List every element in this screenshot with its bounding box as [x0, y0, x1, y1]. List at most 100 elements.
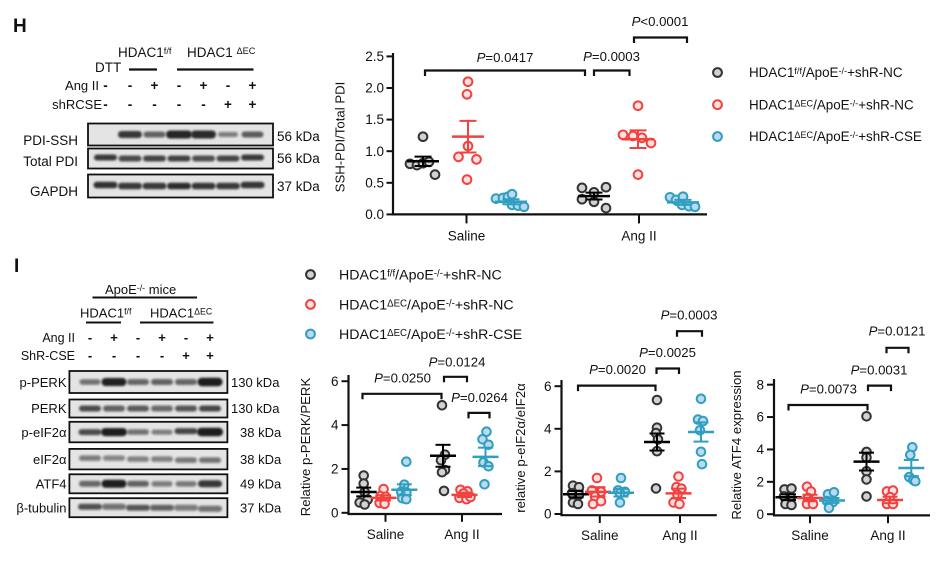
svg-text:P=0.0003: P=0.0003 [583, 49, 640, 64]
svg-text:+: + [249, 78, 257, 93]
svg-text:HDAC1 ΔEC: HDAC1 ΔEC [187, 45, 256, 60]
svg-text:Saline: Saline [367, 527, 405, 542]
svg-text:Ang II: Ang II [870, 528, 905, 543]
svg-text:HDAC1ΔEC/ApoE-/-+shR-NC: HDAC1ΔEC/ApoE-/-+shR-NC [749, 97, 914, 112]
svg-text:eIF2α: eIF2α [33, 452, 67, 467]
svg-text:0.0: 0.0 [365, 207, 384, 222]
svg-text:P=0.0264: P=0.0264 [451, 390, 508, 405]
svg-text:6: 6 [331, 374, 339, 389]
svg-text:-: - [201, 97, 206, 112]
svg-text:37 kDa: 37 kDa [240, 501, 282, 516]
svg-text:2: 2 [544, 464, 552, 479]
svg-text:-: - [177, 78, 182, 93]
svg-text:+: + [206, 348, 214, 363]
svg-text:HDAC1ΔEC/ApoE-/-+shR-CSE: HDAC1ΔEC/ApoE-/-+shR-CSE [339, 327, 522, 343]
svg-text:-: - [184, 330, 188, 345]
svg-text:Saline: Saline [581, 528, 619, 543]
svg-text:Saline: Saline [791, 528, 829, 543]
svg-text:-: - [128, 78, 133, 93]
svg-text:HDAC1f/f/ApoE-/-+shR-NC: HDAC1f/f/ApoE-/-+shR-NC [749, 65, 903, 80]
svg-text:56 kDa: 56 kDa [277, 151, 320, 166]
svg-text:β-tubulin: β-tubulin [16, 501, 66, 516]
svg-text:HDAC1f/f: HDAC1f/f [118, 45, 172, 60]
svg-text:+: + [158, 330, 166, 345]
svg-text:4: 4 [756, 442, 764, 457]
svg-text:Total PDI: Total PDI [23, 154, 78, 169]
svg-text:relative p-eIF2α/eIF2α: relative p-eIF2α/eIF2α [513, 383, 528, 513]
svg-text:4: 4 [544, 421, 552, 436]
svg-text:+: + [200, 78, 208, 93]
svg-text:6: 6 [756, 410, 764, 425]
svg-text:+: + [110, 330, 118, 345]
svg-text:-: - [103, 97, 108, 112]
svg-text:+: + [182, 348, 190, 363]
svg-text:0: 0 [544, 507, 552, 522]
svg-text:HDAC1ΔEC/ApoE-/-+shR-CSE: HDAC1ΔEC/ApoE-/-+shR-CSE [749, 129, 922, 144]
svg-text:HDAC1f/f/ApoE-/-+shR-NC: HDAC1f/f/ApoE-/-+shR-NC [339, 268, 502, 284]
svg-text:-: - [177, 97, 182, 112]
svg-text:HDAC1ΔEC: HDAC1ΔEC [150, 306, 213, 321]
svg-text:P<0.0001: P<0.0001 [632, 14, 689, 29]
svg-text:p-PERK: p-PERK [20, 375, 67, 390]
svg-text:PERK: PERK [31, 401, 67, 416]
svg-text:H: H [13, 16, 27, 37]
svg-text:130 kDa: 130 kDa [231, 375, 280, 390]
svg-text:P=0.0003: P=0.0003 [661, 308, 718, 323]
svg-text:P=0.0250: P=0.0250 [374, 371, 431, 386]
svg-text:56 kDa: 56 kDa [277, 129, 320, 144]
svg-text:Ang II: Ang II [662, 528, 697, 543]
svg-text:-: - [136, 348, 140, 363]
svg-text:HDAC1f/f: HDAC1f/f [80, 306, 132, 321]
svg-text:38 kDa: 38 kDa [240, 452, 282, 467]
svg-text:49 kDa: 49 kDa [240, 477, 282, 492]
svg-text:130 kDa: 130 kDa [231, 401, 280, 416]
svg-text:2.0: 2.0 [365, 81, 384, 96]
svg-text:-: - [128, 97, 133, 112]
svg-text:Ang II: Ang II [65, 78, 99, 93]
svg-text:PDI-SSH: PDI-SSH [23, 133, 78, 148]
svg-text:-: - [152, 97, 157, 112]
svg-text:-: - [112, 348, 116, 363]
svg-text:I: I [14, 256, 19, 277]
svg-text:6: 6 [544, 379, 552, 394]
svg-text:-: - [226, 78, 231, 93]
svg-text:p-eIF2α: p-eIF2α [21, 425, 67, 440]
svg-text:-: - [136, 330, 140, 345]
svg-text:DTT: DTT [95, 60, 121, 75]
svg-text:-: - [88, 330, 92, 345]
svg-text:P=0.0031: P=0.0031 [851, 363, 908, 378]
svg-text:-: - [160, 348, 164, 363]
svg-text:0: 0 [756, 507, 764, 522]
svg-text:ShR-CSE: ShR-CSE [21, 349, 75, 363]
svg-text:0: 0 [331, 505, 339, 520]
svg-text:+: + [206, 330, 214, 345]
svg-text:-: - [88, 348, 92, 363]
svg-text:P=0.0073: P=0.0073 [800, 382, 857, 397]
svg-text:Ang II: Ang II [621, 229, 656, 244]
svg-text:2: 2 [331, 462, 339, 477]
svg-text:1.0: 1.0 [365, 144, 384, 159]
svg-text:38 kDa: 38 kDa [240, 425, 282, 440]
svg-text:+: + [151, 78, 159, 93]
svg-text:4: 4 [331, 418, 339, 433]
svg-text:Relative p-PERK/PERK: Relative p-PERK/PERK [298, 378, 313, 517]
svg-text:+: + [249, 97, 257, 112]
svg-text:Ang II: Ang II [444, 527, 479, 542]
svg-text:8: 8 [756, 377, 764, 392]
svg-text:P=0.0417: P=0.0417 [477, 50, 534, 65]
svg-text:ApoE-/- mice: ApoE-/- mice [105, 282, 176, 297]
svg-text:37 kDa: 37 kDa [277, 179, 320, 194]
svg-text:1.5: 1.5 [365, 112, 384, 127]
svg-text:-: - [103, 78, 108, 93]
svg-text:Ang II: Ang II [42, 331, 75, 345]
svg-text:P=0.0124: P=0.0124 [429, 355, 486, 370]
svg-text:2: 2 [756, 474, 764, 489]
svg-text:Saline: Saline [448, 229, 486, 244]
svg-text:+: + [224, 97, 232, 112]
svg-text:ATF4: ATF4 [36, 477, 67, 492]
svg-text:2.5: 2.5 [365, 49, 384, 64]
svg-text:Relative ATF4 expression: Relative ATF4 expression [729, 370, 744, 519]
svg-text:shRCSE: shRCSE [52, 97, 102, 112]
svg-text:SSH-PDI/Total PDI: SSH-PDI/Total PDI [333, 82, 348, 193]
svg-text:0.5: 0.5 [365, 175, 384, 190]
